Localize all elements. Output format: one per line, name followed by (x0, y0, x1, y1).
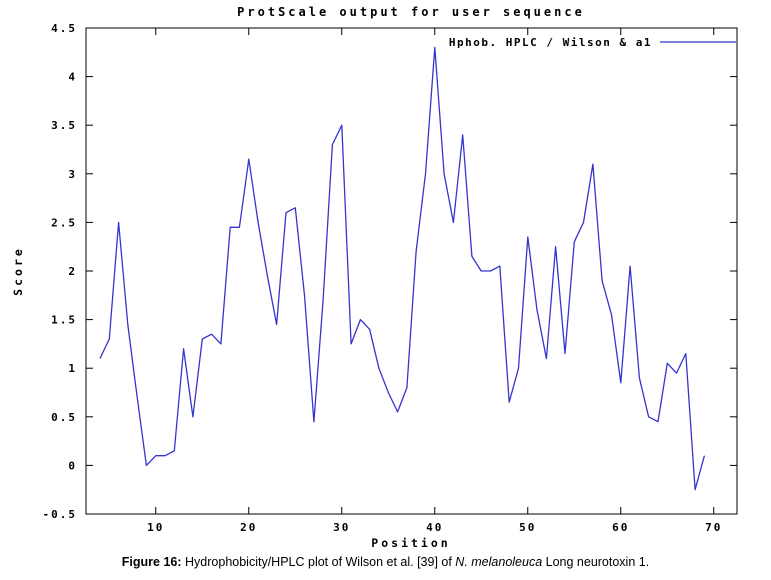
axis-ticks-layer: 10 20 30 40 50 60 70 -0.5 0 0.5 1 1.5 2 2.5 3 3.5 4 4.5 (43, 22, 737, 534)
x-tick-label: 30 (333, 521, 350, 534)
legend-label: Hphob. HPLC / Wilson & a1 (449, 36, 652, 49)
x-tick-label: 50 (519, 521, 536, 534)
x-tick-label: 10 (147, 521, 164, 534)
y-tick-label: 4.5 (51, 22, 77, 35)
y-tick-label: -0.5 (43, 508, 78, 521)
protscale-chart: ProtScale output for user sequence 10 20 3… (11, 5, 738, 550)
x-axis-label: Position (371, 536, 450, 550)
caption-figure-number: Figure 16: (121, 555, 182, 569)
caption-suffix: Long neurotoxin 1. (542, 555, 650, 569)
plot-area-border (85, 27, 738, 515)
caption-body: Hydrophobicity/HPLC plot of Wilson et al… (181, 555, 456, 569)
y-tick-label: 4 (68, 71, 77, 84)
y-tick-label: 1.5 (51, 314, 77, 327)
y-tick-label: 1 (68, 362, 77, 375)
chart-title: ProtScale output for user sequence (237, 5, 585, 19)
y-tick-label: 3 (68, 168, 77, 181)
caption-species-name: N. melanoleuca (455, 555, 543, 569)
y-tick-label: 0.5 (51, 411, 77, 424)
y-tick-label: 2.5 (51, 216, 77, 229)
hydrophobicity-line (99, 46, 706, 491)
x-tick-label: 60 (612, 521, 629, 534)
x-tick-label: 20 (240, 521, 257, 534)
y-axis-label: Score (11, 246, 25, 296)
y-tick-label: 3.5 (51, 119, 77, 132)
figure-caption: Figure 16: Hydrophobicity/HPLC plot of W… (0, 555, 771, 569)
x-tick-label: 70 (705, 521, 722, 534)
y-tick-label: 2 (68, 265, 77, 278)
x-tick-label: 40 (426, 521, 443, 534)
y-tick-label: 0 (68, 459, 77, 472)
